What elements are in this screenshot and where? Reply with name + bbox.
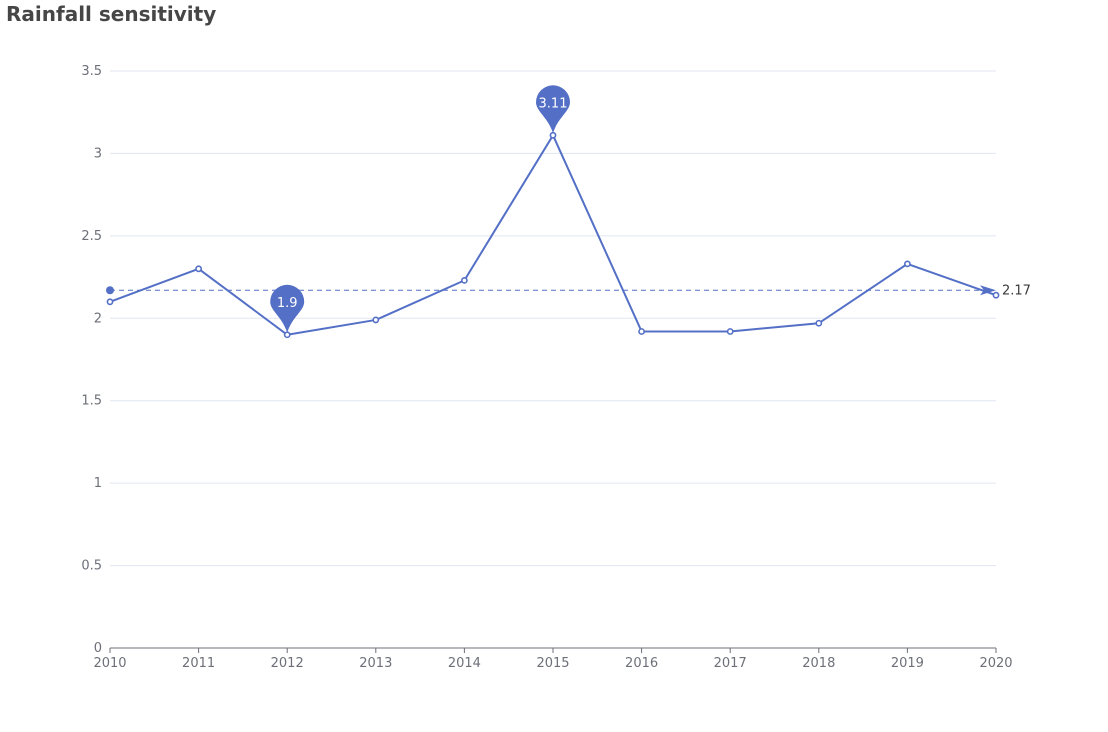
- y-tick-label: 2.5: [81, 229, 102, 244]
- x-tick-label: 2010: [93, 656, 126, 671]
- max-mark-pin: [536, 85, 570, 134]
- x-tick-label: 2020: [979, 656, 1012, 671]
- average-line-arrow: [980, 285, 996, 296]
- series-line: [106, 131, 1000, 339]
- data-point: [638, 328, 645, 335]
- x-tick-label: 2011: [182, 656, 215, 671]
- x-tick-label: 2018: [802, 656, 835, 671]
- data-point: [992, 291, 1000, 299]
- y-tick-label: 2: [94, 311, 102, 326]
- max-mark-label: 3.11: [539, 96, 568, 111]
- min-mark-label: 1.9: [277, 296, 298, 311]
- x-tick-label: 2012: [271, 656, 304, 671]
- min-mark-pin: [270, 284, 305, 333]
- data-point: [372, 316, 380, 324]
- data-point: [106, 298, 114, 306]
- chart-title: Rainfall sensitivity: [6, 2, 217, 26]
- x-tick-label: 2016: [625, 656, 658, 671]
- data-point: [283, 331, 291, 339]
- y-tick-label: 1: [94, 476, 102, 491]
- y-tick-label: 3.5: [81, 64, 102, 79]
- series-line-path: [109, 134, 997, 336]
- data-point: [460, 276, 468, 284]
- average-mark-line: 2.17: [106, 283, 1031, 298]
- data-point: [195, 265, 202, 273]
- data-point: [904, 260, 911, 268]
- y-tick-label: 0.5: [81, 559, 102, 574]
- y-tick-label: 0: [94, 641, 102, 656]
- x-tick-label: 2013: [359, 656, 392, 671]
- y-tick-label: 1.5: [81, 394, 102, 409]
- x-tick-label: 2017: [714, 656, 747, 671]
- data-point: [726, 328, 734, 335]
- x-tick-label: 2015: [536, 656, 569, 671]
- x-tick-label: 2014: [448, 656, 481, 671]
- mark-points: 3.11 1.9: [270, 85, 570, 333]
- grid-lines: [110, 70, 996, 567]
- x-tick-label: 2019: [891, 656, 924, 671]
- data-point: [815, 319, 823, 327]
- average-line-label: 2.17: [1002, 283, 1031, 298]
- y-tick-label: 3: [94, 146, 102, 161]
- data-point: [549, 131, 557, 139]
- axes: 0 0.5 1 1.5 2 2.5 3 3.5 2010 2011 2012 2013 2014 2015…: [81, 64, 1012, 671]
